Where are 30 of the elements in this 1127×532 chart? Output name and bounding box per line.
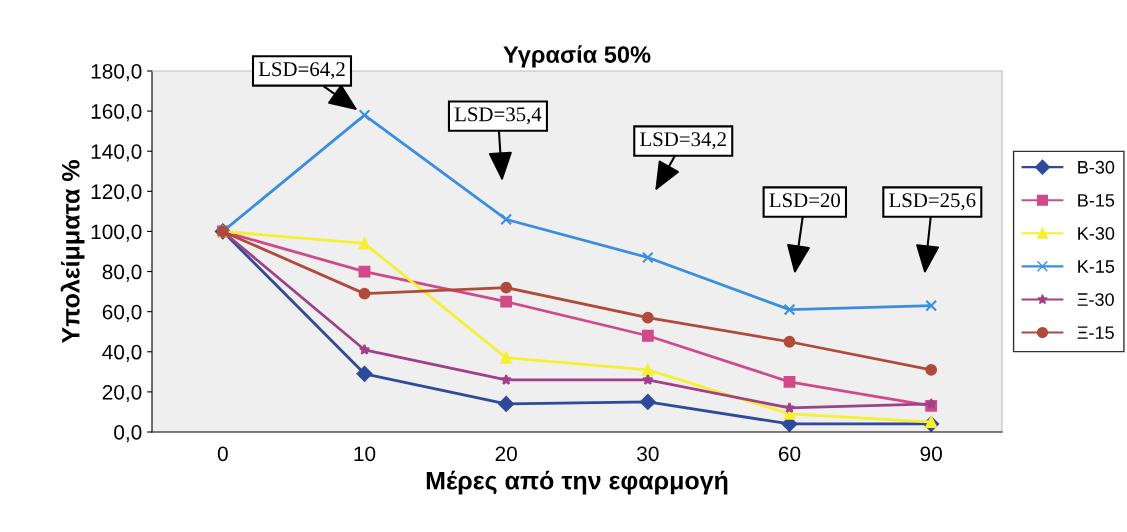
chart-title: Υγρασία 50%: [503, 45, 651, 68]
x-tick-label: 60: [778, 446, 801, 462]
legend-label: K-30: [1078, 227, 1115, 240]
y-tick-label: 40,0: [102, 344, 142, 362]
annotation: LSD=64,2: [258, 62, 345, 80]
y-tick-label: 60,0: [102, 304, 142, 322]
y-tick-label: 160,0: [91, 104, 142, 122]
annotation: LSD=20: [769, 193, 840, 208]
legend-label: Ξ-30: [1077, 293, 1114, 306]
y-tick-label: 80,0: [102, 264, 142, 282]
y-tick-label: 20,0: [102, 384, 142, 403]
annotation: LSD=34,2: [640, 132, 726, 150]
x-axis-title: Μέρες από την εφαρμογή: [426, 470, 728, 495]
y-tick-label: 140,0: [91, 144, 142, 162]
legend-label: B-30: [1078, 160, 1115, 174]
annotation: LSD=25,6: [889, 193, 976, 211]
y-tick-label: 180,0: [91, 64, 142, 82]
x-tick-label: 30: [637, 446, 659, 462]
legend-label: B-15: [1078, 194, 1115, 207]
x-tick-label: 0: [217, 446, 228, 462]
y-tick-label: 100,0: [91, 224, 142, 242]
y-tick-label: 120,0: [91, 184, 142, 202]
annotation: LSD=35,4: [454, 107, 542, 125]
legend-label: Ξ-15: [1077, 326, 1114, 340]
x-tick-label: 90: [920, 446, 942, 462]
y-tick-label: 0,0: [114, 425, 142, 443]
y-axis-title: Υπολείμματα %: [60, 160, 85, 344]
legend-label: K-15: [1078, 260, 1115, 273]
x-tick-label: 20: [495, 446, 517, 462]
x-tick-label: 10: [354, 446, 376, 462]
